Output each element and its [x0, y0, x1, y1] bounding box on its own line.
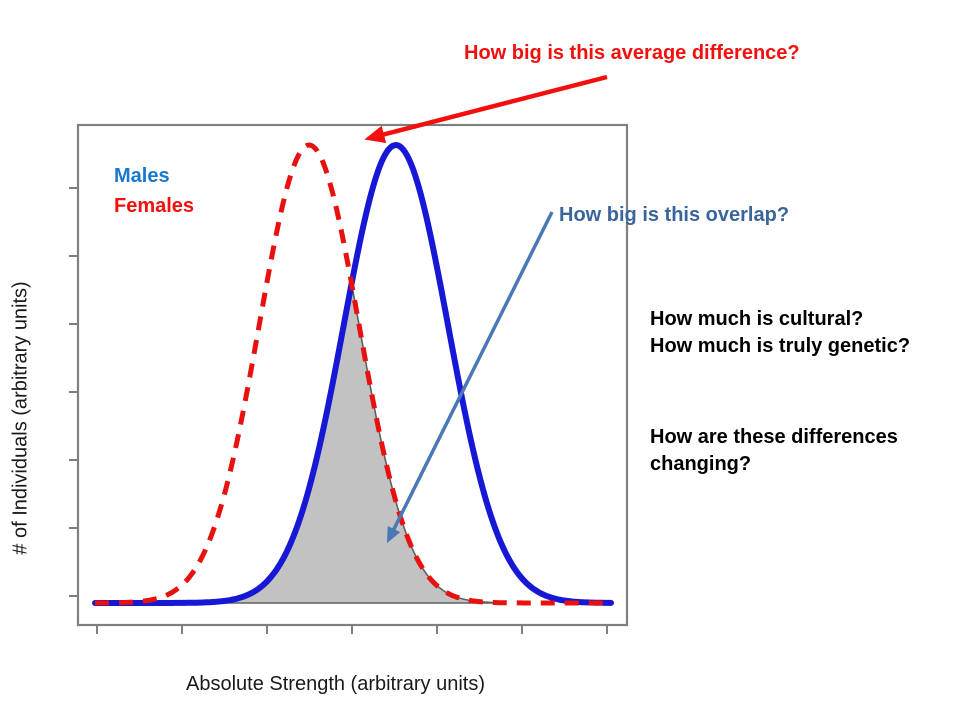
annotation-cultural-genetic: How much is cultural? How much is truly …: [650, 308, 911, 357]
females-curve: [94, 142, 612, 606]
x-axis-ticks: [96, 626, 608, 634]
legend-males-label: Males: [114, 165, 170, 187]
annotation-average-difference: How big is this average difference?: [464, 42, 800, 64]
blue-arrow: [386, 211, 554, 544]
x-axis-label: Absolute Strength (arbitrary units): [186, 673, 486, 695]
red-arrow: [364, 74, 608, 144]
males-curve: [92, 142, 614, 606]
legend-females-label: Females: [114, 195, 195, 217]
y-axis-label: # of Individuals (arbitrary units): [9, 281, 32, 555]
annotation-overlap: How big is this overlap?: [559, 204, 790, 226]
plot-frame: [76, 123, 629, 627]
annotation-differences-changing: How are these differences changing?: [650, 426, 898, 475]
y-axis-ticks: [69, 187, 77, 597]
